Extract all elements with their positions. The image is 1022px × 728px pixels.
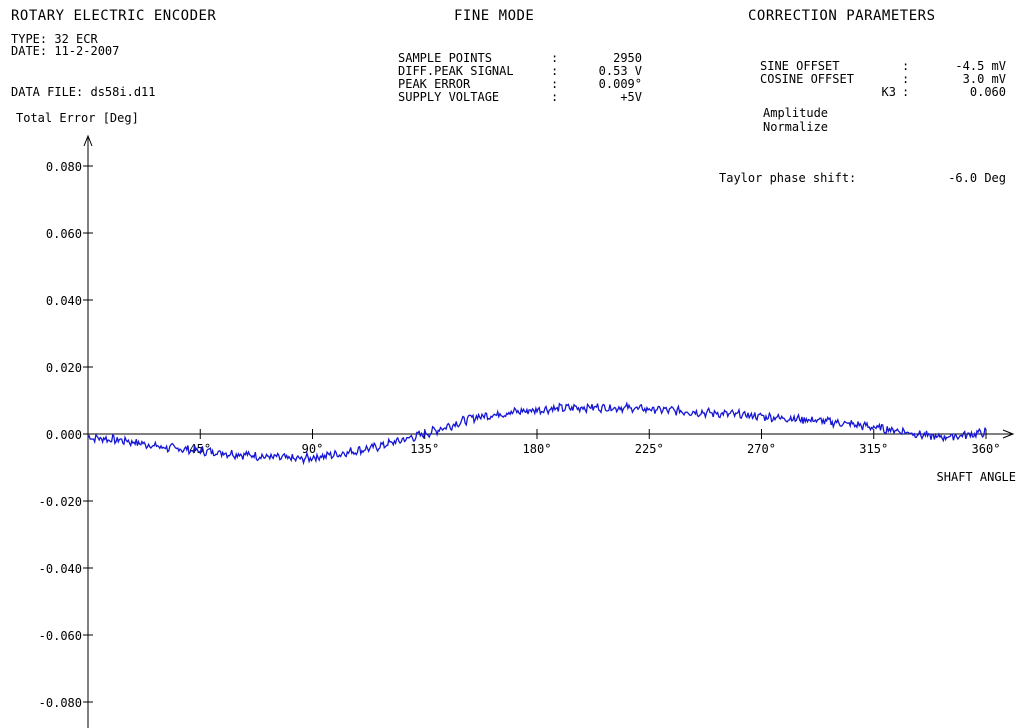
x-tick-label: 135° — [410, 442, 439, 456]
app-title: ROTARY ELECTRIC ENCODER — [11, 8, 217, 24]
measure-value-diff-peak: 0.53 V — [598, 64, 642, 78]
measure-sep: : — [551, 90, 559, 104]
type-line: TYPE: 32 ECR — [11, 32, 98, 46]
measure-sep: : — [551, 64, 559, 78]
correction-label-sine-offset: SINE OFFSET — [760, 59, 840, 73]
y-axis-arrow — [83, 134, 93, 147]
x-axis-label: SHAFT ANGLE — [937, 470, 1016, 484]
y-tick-label: 0.020 — [46, 361, 82, 375]
measure-value-peak-error: 0.009° — [598, 77, 642, 91]
y-axis-label: Total Error [Deg] — [16, 111, 139, 125]
x-tick-label: 90° — [302, 442, 324, 456]
correction-value-sine-offset: -4.5 mV — [955, 59, 1006, 73]
y-tick-label: 0.080 — [46, 160, 82, 174]
x-tick-label: 270° — [747, 442, 776, 456]
measure-sep: : — [551, 77, 559, 91]
y-tick-label: 0.000 — [46, 428, 82, 442]
x-tick-label: 360° — [972, 442, 1001, 456]
x-tick-label: 225° — [635, 442, 664, 456]
taylor-label: Taylor phase shift: — [719, 171, 857, 185]
correction-note-amplitude: Amplitude — [763, 106, 829, 120]
measure-label-supply-voltage: SUPPLY VOLTAGE — [398, 90, 500, 104]
correction-label-k3: K3 — [881, 85, 896, 99]
x-axis-arrow — [1002, 429, 1015, 439]
correction-value-k3: 0.060 — [969, 85, 1006, 99]
measure-label-diff-peak: DIFF.PEAK SIGNAL — [398, 64, 514, 78]
y-tick-label: -0.060 — [39, 629, 82, 643]
y-tick-label: -0.080 — [39, 696, 82, 710]
y-tick-label: 0.040 — [46, 294, 82, 308]
taylor-value: -6.0 Deg — [948, 171, 1006, 185]
mode-title: FINE MODE — [454, 8, 535, 24]
correction-sep: : — [902, 85, 910, 99]
correction-note-normalize: Normalize — [763, 120, 829, 134]
data-file-line: DATA FILE: ds58i.d11 — [11, 85, 156, 99]
y-tick-label: -0.020 — [39, 495, 82, 509]
measure-label-peak-error: PEAK ERROR — [398, 77, 471, 91]
measure-sep: : — [551, 51, 559, 65]
correction-title: CORRECTION PARAMETERS — [748, 8, 936, 24]
correction-sep: : — [902, 59, 910, 73]
measure-label-sample-points: SAMPLE POINTS — [398, 51, 492, 65]
x-tick-label: 315° — [859, 442, 888, 456]
correction-sep: : — [902, 72, 910, 86]
measure-value-supply-voltage: +5V — [620, 90, 642, 104]
x-tick-label: 180° — [523, 442, 552, 456]
error-trace-line — [87, 401, 987, 466]
correction-value-cosine-offset: 3.0 mV — [962, 72, 1006, 86]
measure-value-sample-points: 2950 — [613, 51, 642, 65]
date-line: DATE: 11-2-2007 — [11, 44, 120, 58]
correction-label-cosine-offset: COSINE OFFSET — [760, 72, 854, 86]
y-tick-label: -0.040 — [39, 562, 82, 576]
y-tick-label: 0.060 — [46, 227, 82, 241]
